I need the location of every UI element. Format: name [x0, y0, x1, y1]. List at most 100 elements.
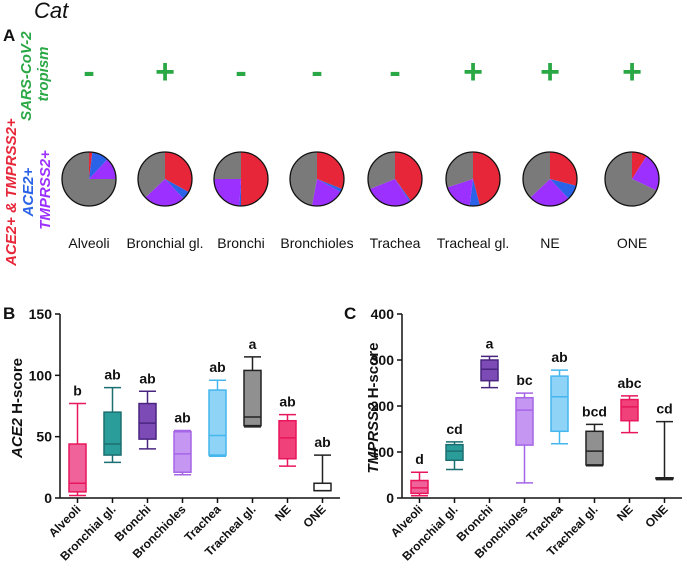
significance-letter: cd — [446, 421, 462, 437]
pie-slice — [530, 179, 569, 206]
tropism-plus: + — [622, 53, 642, 91]
y-tick-label: 300 — [371, 352, 395, 368]
legend-both: ACE2+ & TMPRSS2+ — [3, 118, 20, 267]
box-iqr — [173, 431, 192, 473]
panel-b: B ACE2 H-score 050100150bAlveoliabBronch… — [3, 304, 340, 564]
significance-letter: ab — [104, 367, 120, 383]
box-iqr — [585, 430, 604, 466]
panel-a: A SARS-CoV-2 tropism ACE2+ & TMPRSS2+ AC… — [3, 26, 660, 267]
pie-legend: ACE2+ & TMPRSS2+ ACE2+ TMPRSS2+ — [3, 114, 54, 267]
tissue-label: Tracheal gl. — [437, 235, 510, 251]
pie-outline — [137, 151, 193, 207]
tropism-minus: - — [311, 53, 322, 91]
x-tick-label: ONE — [642, 502, 670, 530]
panel-b-ylabel-suffix: H-score — [9, 358, 26, 418]
box-iqr — [445, 443, 464, 462]
pie-slice — [89, 151, 93, 179]
panel-b-ylabel-gene: ACE2 — [9, 417, 26, 459]
pie-outline — [445, 151, 501, 207]
box-iqr — [550, 375, 569, 433]
significance-letter: ab — [209, 359, 225, 375]
legend-tmprss2: TMPRSS2+ — [37, 150, 54, 230]
tropism-label: SARS-CoV-2 tropism — [18, 27, 52, 121]
pie-slice — [550, 152, 577, 186]
box-iqr — [480, 359, 499, 382]
pie-slice — [317, 179, 343, 193]
y-tick-label: 0 — [386, 490, 394, 506]
y-tick-label: 100 — [29, 367, 53, 383]
figure-title: Cat — [34, 0, 69, 23]
significance-letter: cd — [656, 401, 672, 417]
significance-letter: ab — [551, 349, 567, 365]
pie-slice — [523, 152, 550, 198]
significance-letter: a — [486, 335, 494, 351]
pie-slice — [632, 152, 647, 179]
panel-c-ylabel-suffix: H-score — [365, 343, 382, 403]
pie-slice — [395, 152, 422, 201]
y-tick-label: 100 — [371, 444, 395, 460]
pie-slice — [447, 179, 473, 206]
box-iqr — [208, 389, 227, 456]
pie-slice — [395, 179, 411, 202]
y-tick-label: 0 — [44, 490, 52, 506]
pie-slice — [369, 179, 410, 207]
tissue-label: Trachea — [370, 235, 421, 251]
significance-letter: ab — [314, 434, 330, 450]
pie-slice — [469, 179, 480, 207]
y-tick-label: 200 — [371, 398, 395, 414]
pie-outline — [367, 151, 423, 207]
box-iqr — [243, 369, 262, 427]
pie-slice — [89, 159, 116, 179]
box-iqr — [620, 398, 639, 422]
pie-slice — [145, 179, 184, 206]
panel-c: C TMPRSS2 H-score 0100200300400dAlveolic… — [344, 304, 682, 564]
box-iqr — [278, 419, 297, 460]
pie-slice — [473, 152, 500, 206]
panel-c-ylabel: TMPRSS2 H-score — [365, 343, 382, 474]
pie-slice — [62, 152, 116, 206]
tissue-label: ONE — [617, 235, 647, 251]
significance-letter: abc — [617, 375, 641, 391]
significance-letter: bc — [516, 372, 533, 388]
y-tick-label: 50 — [36, 429, 52, 445]
significance-letter: a — [249, 336, 257, 352]
box-iqr — [515, 396, 534, 446]
tropism-plus: + — [540, 53, 560, 91]
box-iqr — [313, 482, 332, 492]
pie-outline — [61, 151, 117, 207]
box-iqr — [138, 402, 157, 440]
tropism-label-line1: SARS-CoV-2 — [18, 31, 35, 121]
tissue-label: Alveoli — [68, 235, 109, 251]
box-iqr — [103, 411, 122, 456]
pie-slice — [239, 179, 241, 207]
pie-slice — [138, 152, 165, 198]
pie-slice — [632, 156, 660, 191]
significance-letter: ab — [139, 370, 155, 386]
pie-outline — [522, 151, 578, 207]
tissue-label: Bronchi — [217, 235, 264, 251]
tropism-label-line2: tropism — [35, 46, 52, 101]
tissue-label: Bronchioles — [280, 235, 353, 251]
significance-letter: ab — [174, 410, 190, 426]
significance-letter: bcd — [582, 403, 607, 419]
pie-row — [61, 151, 660, 207]
tissue-label-row: Alveoli Bronchial gl. Bronchi Bronchioles Tr… — [68, 235, 647, 251]
panel-c-label: C — [344, 304, 356, 323]
pie-slice — [605, 152, 657, 207]
tropism-minus: - — [83, 53, 94, 91]
pie-outline — [604, 151, 660, 207]
pie-slice — [290, 152, 317, 206]
significance-letter: b — [73, 383, 82, 399]
significance-letter: d — [415, 451, 424, 467]
tropism-minus: - — [389, 53, 400, 91]
tropism-plus: + — [155, 53, 175, 91]
pie-slice — [214, 179, 241, 206]
x-tick-label: ONE — [300, 502, 328, 530]
pie-slice — [311, 179, 341, 206]
pie-slice — [89, 152, 108, 179]
x-tick-label: NE — [272, 502, 294, 524]
tropism-minus: - — [235, 53, 246, 91]
